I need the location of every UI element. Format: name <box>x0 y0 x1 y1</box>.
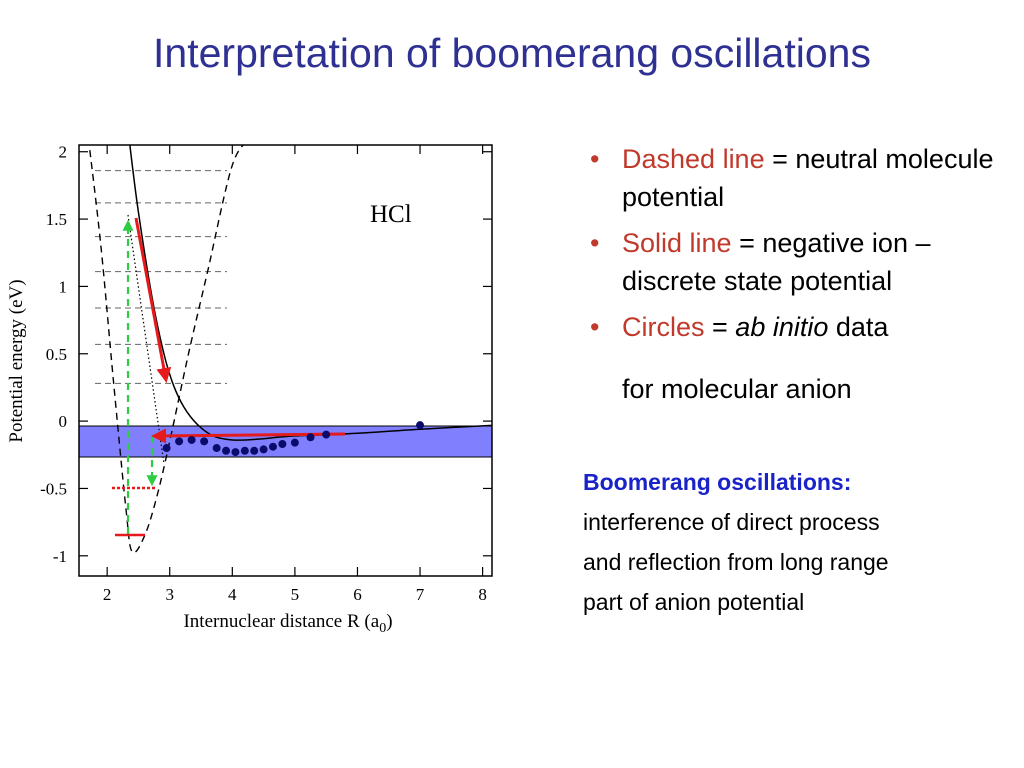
ab-initio-point <box>268 442 277 451</box>
x-tick-label: 4 <box>228 585 237 604</box>
ab-initio-band <box>78 425 493 458</box>
slide-title: Interpretation of boomerang oscillations <box>153 30 871 76</box>
neutral-molecule-potential <box>88 145 245 554</box>
y-tick-label: 0.5 <box>46 345 67 364</box>
ab-initio-point <box>175 437 184 446</box>
y-axis-label: Potential energy (eV) <box>6 279 27 442</box>
potential-energy-chart: 2 3 4 5 6 7 8 2 1.5 1 0.5 0 -0.5 -1 HCl Internuclear … <box>6 143 493 636</box>
bullet-continuation: for molecular anion <box>622 374 852 404</box>
x-tick-label: 3 <box>165 585 174 604</box>
ab-initio-point <box>259 445 268 454</box>
ab-initio-point <box>212 444 221 453</box>
y-tick-label: 2 <box>59 143 68 162</box>
x-tick-label: 2 <box>103 585 112 604</box>
bullet-marker: • <box>590 312 600 342</box>
y-tick-label: -1 <box>53 547 67 566</box>
x-tick-label: 5 <box>291 585 300 604</box>
negative-ion-potential <box>129 145 492 441</box>
ab-initio-point <box>278 440 287 449</box>
ab-initio-point <box>290 438 299 447</box>
x-axis-label: Internuclear distance R (a0) <box>183 611 392 636</box>
bullet-circles: • Circles = ab initio data <box>590 308 1020 346</box>
bullet-marker: • <box>590 228 600 258</box>
ab-initio-point <box>200 437 209 446</box>
boomerang-note: Boomerang oscillations: interference of … <box>583 462 889 622</box>
ab-initio-point <box>322 430 331 439</box>
bullet-list: • Dashed line = neutral molecule potentia… <box>590 140 1020 354</box>
molecule-label: HCl <box>370 201 412 228</box>
x-tick-label: 8 <box>478 585 487 604</box>
y-tick-label: 0 <box>59 412 68 431</box>
red-arrow-return <box>151 428 346 444</box>
note-heading: Boomerang oscillations: <box>583 469 852 495</box>
y-tick-label: 1.5 <box>46 210 67 229</box>
plot-frame <box>78 144 493 577</box>
ab-initio-point <box>231 448 240 457</box>
note-line: and reflection from long range <box>583 549 889 575</box>
bullet-marker: • <box>590 144 600 174</box>
ab-initio-point <box>187 435 196 444</box>
ab-initio-point <box>222 446 231 455</box>
y-tick-label: 1 <box>59 277 68 296</box>
note-line: part of anion potential <box>583 589 805 615</box>
x-tick-label: 7 <box>416 585 425 604</box>
ab-initio-point <box>306 433 315 442</box>
bullet-dashed-line: • Dashed line = neutral molecule potentia… <box>590 140 1020 216</box>
x-tick-label: 6 <box>353 585 362 604</box>
ab-initio-point <box>416 421 425 430</box>
ab-initio-point <box>250 446 259 455</box>
y-tick-label: -0.5 <box>40 479 67 498</box>
red-arrow-descent <box>134 217 172 383</box>
ab-initio-point <box>240 446 249 455</box>
ab-initio-point <box>162 444 171 453</box>
bullet-solid-line: • Solid line = negative ion – discrete st… <box>590 224 1020 300</box>
note-line: interference of direct process <box>583 509 880 535</box>
